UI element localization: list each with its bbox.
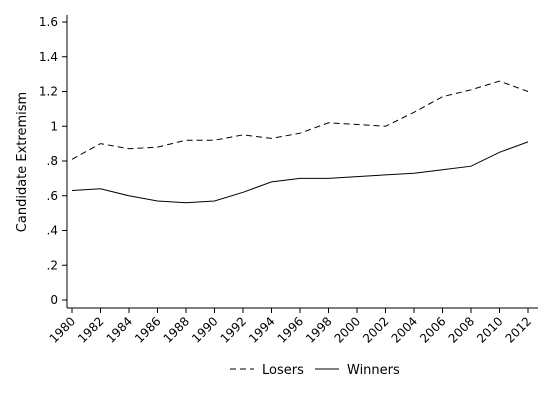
y-tick-label: 1 — [50, 119, 58, 133]
y-tick-label: .8 — [47, 154, 58, 168]
legend-label-losers: Losers — [262, 363, 304, 378]
x-tick-label: 1992 — [218, 314, 249, 345]
series-line-losers — [71, 80, 529, 160]
y-tick-label: .4 — [47, 224, 58, 238]
y-axis-title: Candidate Extremism — [15, 92, 30, 232]
x-tick-label: 1982 — [75, 314, 106, 345]
x-tick-label: 1996 — [275, 314, 306, 345]
y-tick-label: 1.6 — [39, 15, 58, 29]
y-tick-label: .6 — [47, 189, 58, 203]
legend-label-winners: Winners — [347, 363, 400, 378]
y-ticks: 0 .2 .4 .6 .8 1 1.2 1.4 1.6 — [39, 15, 67, 307]
x-tick-label: 2004 — [389, 314, 420, 345]
series-layer — [71, 80, 529, 204]
x-tick-label: 1994 — [246, 314, 277, 345]
x-tick-label: 1980 — [47, 314, 78, 345]
x-tick-label: 2012 — [503, 314, 534, 345]
legend: Losers Winners — [230, 363, 400, 378]
x-tick-label: 2006 — [417, 314, 448, 345]
x-tick-label: 1984 — [104, 314, 135, 345]
x-tick-label: 2000 — [332, 314, 363, 345]
y-tick-label: 1.2 — [39, 85, 58, 99]
x-tick-label: 2008 — [446, 314, 477, 345]
x-tick-label: 1988 — [161, 314, 192, 345]
y-tick-label: 1.4 — [39, 50, 58, 64]
x-tick-label: 1998 — [303, 314, 334, 345]
plot-area — [66, 15, 538, 309]
y-tick-label: .2 — [47, 258, 58, 272]
y-tick-label: 0 — [50, 293, 58, 307]
x-tick-label: 2002 — [360, 314, 391, 345]
x-tick-label: 2010 — [474, 314, 505, 345]
x-ticks: 1980198219841986198819901992199419961998… — [47, 308, 534, 346]
x-tick-label: 1990 — [189, 314, 220, 345]
series-line-winners — [71, 141, 529, 204]
x-tick-label: 1986 — [132, 314, 163, 345]
